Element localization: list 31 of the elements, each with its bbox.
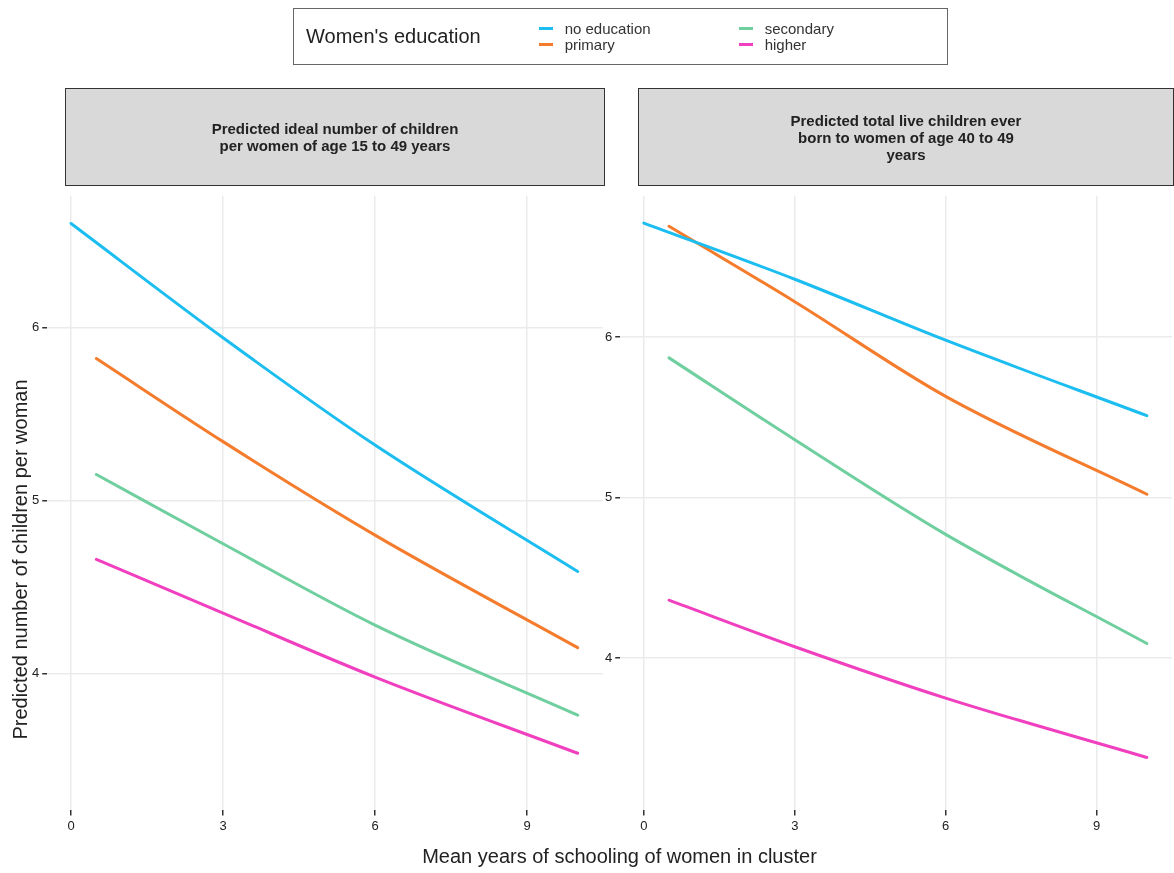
legend-label: no education <box>564 19 651 37</box>
y-tick-label: 6 <box>32 318 40 334</box>
legend-label: primary <box>564 35 615 53</box>
x-tick-label: 3 <box>219 817 227 833</box>
y-tick-label: 6 <box>605 328 613 344</box>
legend-title: Women's education <box>306 25 481 48</box>
y-tick-label: 5 <box>32 492 40 508</box>
line-series <box>94 557 580 755</box>
line-series <box>667 224 1149 496</box>
line-series <box>642 221 1149 418</box>
x-axis-title: Mean years of schooling of women in cluster <box>421 845 818 868</box>
x-tick-label: 6 <box>942 817 950 833</box>
line-series <box>94 473 580 717</box>
legend-label: higher <box>764 35 807 53</box>
chart-title: Predicted ideal number of children per women of age 15 to 49 years <box>65 88 605 186</box>
line-series <box>667 598 1149 759</box>
y-axis-title: Predicted number of children per woman <box>8 378 32 742</box>
chart-title: Predicted total live children ever born to women of age 40 to 49 years <box>638 88 1174 186</box>
line-series <box>667 356 1149 646</box>
line-series <box>94 357 580 650</box>
x-tick-label: 0 <box>640 817 648 833</box>
x-tick-label: 9 <box>523 817 531 833</box>
legend-label: secondary <box>764 19 834 37</box>
x-tick-label: 3 <box>791 817 799 833</box>
y-tick-label: 5 <box>605 489 613 505</box>
x-tick-label: 6 <box>371 817 379 833</box>
y-tick-label: 4 <box>32 665 40 681</box>
x-tick-label: 9 <box>1092 817 1101 833</box>
y-tick-label: 4 <box>605 649 613 665</box>
line-series <box>69 222 580 573</box>
x-tick-label: 0 <box>67 817 75 833</box>
